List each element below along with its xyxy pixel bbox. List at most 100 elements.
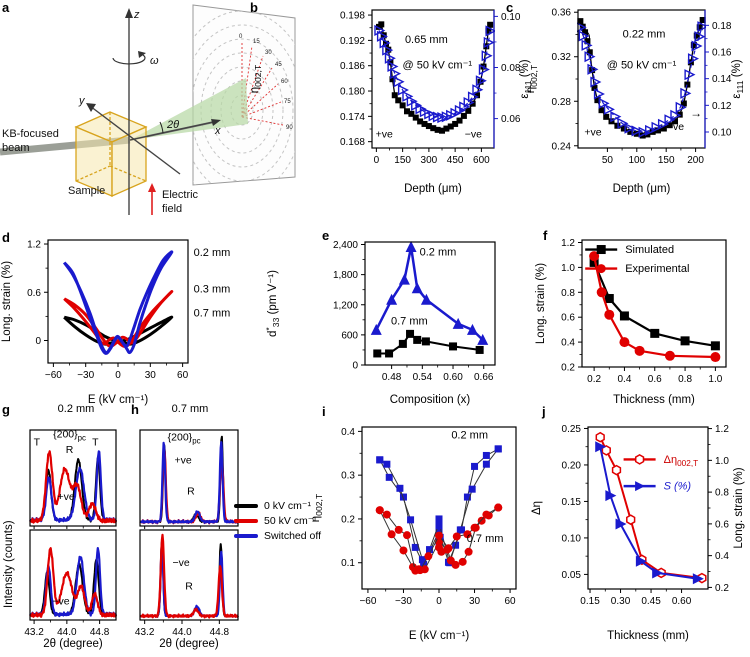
svg-text:Long. strain (%): Long. strain (%) <box>1 261 13 342</box>
xrd-50kv <box>139 533 239 619</box>
series-group <box>139 435 239 525</box>
z-axis-label: z <box>133 9 140 21</box>
axis-ticks: 0.15 0.30 0.45 0.60 0.05 0.10 0.15 0.20 0.25 0.2 0… <box>562 424 730 607</box>
kb-beam-label-line1: KB-focused <box>2 128 59 140</box>
svg-text:0.198: 0.198 <box>340 11 365 22</box>
svg-text:0.4: 0.4 <box>715 551 729 562</box>
legend-label: 50 kV cm⁻¹ <box>264 515 317 527</box>
svg-text:50: 50 <box>602 155 614 166</box>
experimental <box>589 251 721 363</box>
svg-text:Thickness (mm): Thickness (mm) <box>607 630 689 642</box>
inset-legend-item: Simulated <box>585 244 674 256</box>
svg-text:1.0: 1.0 <box>715 456 729 467</box>
svg-text:−30: −30 <box>77 370 94 381</box>
svg-text:0.10: 0.10 <box>712 128 732 139</box>
chart-eta-vs-field: −60 −30 0 30 60 0.1 0.2 0.3 0.4 E (kV cm⁻¹) η002,T… <box>310 426 517 642</box>
svg-text:0.16: 0.16 <box>712 48 732 59</box>
legend-item-0kv: 0 kV cm⁻¹ <box>234 500 321 512</box>
svg-text:0.7 mm: 0.7 mm <box>467 533 504 545</box>
svg-text:−ve: −ve <box>173 557 190 569</box>
efield-label-line2: field <box>162 203 182 215</box>
svg-text:@ 50 kV cm⁻¹: @ 50 kV cm⁻¹ <box>607 60 677 72</box>
svg-text:+ve: +ve <box>58 491 75 503</box>
svg-text:0.8: 0.8 <box>678 374 692 385</box>
red-line-swatch <box>234 519 258 523</box>
svg-text:2,400: 2,400 <box>333 240 358 251</box>
panel-letter-d: d <box>2 230 10 245</box>
coordinate-axes <box>89 16 219 215</box>
svg-text:0.192: 0.192 <box>340 36 365 47</box>
xrd-50kv <box>29 547 117 618</box>
svg-text:1.2: 1.2 <box>27 240 41 251</box>
svg-text:60: 60 <box>505 596 517 607</box>
svg-text:150: 150 <box>658 155 675 166</box>
chart-xrd-0.2mm-negative: 43.2 44.0 44.82θ (degree) −ve <box>24 529 117 650</box>
legend-item-switched-off: Switched off <box>234 530 321 542</box>
svg-text:0.60: 0.60 <box>443 372 463 383</box>
axis-ticks: 0 150 300 450 600 0.168 0.174 0.180 0.186 0.192 0.… <box>340 11 521 166</box>
svg-text:0.3: 0.3 <box>341 471 355 482</box>
diffraction-cone <box>130 78 248 140</box>
svg-text:Thickness (mm): Thickness (mm) <box>613 394 695 406</box>
svg-text:1.0: 1.0 <box>708 374 722 385</box>
axis-ticks: −60 −30 0 30 60 0 0.6 1.2 <box>27 240 189 381</box>
angle-label-60: 60 <box>281 79 288 85</box>
svg-text:450: 450 <box>447 155 464 166</box>
delta-eta <box>595 431 707 584</box>
svg-text:Experimental: Experimental <box>625 263 689 275</box>
panel-letter-i: i <box>322 404 326 419</box>
d33-0.2mm <box>370 241 489 345</box>
series-group <box>29 547 117 618</box>
xrd-switched-off <box>29 450 117 523</box>
angle-label-45: 45 <box>275 62 282 68</box>
panel-letter-a: a <box>2 0 10 15</box>
svg-text:S (%): S (%) <box>664 481 692 493</box>
svg-text:0: 0 <box>115 370 121 381</box>
efield-arrowhead <box>148 183 156 192</box>
chart-xrd-0.7mm-negative: 43.2 44.0 44.82θ (degree) −ve R <box>135 529 239 650</box>
svg-text:Composition (x): Composition (x) <box>390 394 471 406</box>
svg-text:0: 0 <box>352 361 358 372</box>
svg-text:0.60: 0.60 <box>672 596 692 607</box>
angle-label-0: 0 <box>239 34 243 40</box>
two-theta-arc <box>159 121 164 134</box>
svg-text:1.2: 1.2 <box>715 424 729 435</box>
svg-text:0.32: 0.32 <box>552 52 572 63</box>
svg-text:30: 30 <box>145 370 157 381</box>
black-line-swatch <box>234 504 258 508</box>
axis-ticks: −60 −30 0 30 60 0.1 0.2 0.3 0.4 <box>341 427 516 607</box>
svg-text:0.2: 0.2 <box>341 514 355 525</box>
svg-text:R: R <box>66 444 74 456</box>
svg-text:0.14: 0.14 <box>712 74 732 85</box>
svg-text:1,200: 1,200 <box>333 300 358 311</box>
svg-text:0.8: 0.8 <box>561 288 575 299</box>
svg-text:0.7 mm: 0.7 mm <box>194 307 231 319</box>
svg-text:0.1: 0.1 <box>341 558 355 569</box>
svg-text:Depth (μm): Depth (μm) <box>404 183 462 195</box>
svg-text:−30: −30 <box>395 596 412 607</box>
svg-text:−ve: −ve <box>52 596 69 608</box>
x-axis-label: x <box>214 125 221 137</box>
inset-legend-item: Experimental <box>585 263 689 275</box>
panel-letter-c: c <box>506 0 514 15</box>
svg-text:600: 600 <box>341 330 358 341</box>
svg-text:0.8: 0.8 <box>715 488 729 499</box>
legend-label: Switched off <box>264 530 322 542</box>
svg-text:0: 0 <box>35 336 41 347</box>
svg-text:0.6: 0.6 <box>561 313 575 324</box>
svg-text:0.15: 0.15 <box>562 497 582 508</box>
y-axis-label: y <box>78 95 86 107</box>
svg-text:0.168: 0.168 <box>340 137 365 148</box>
svg-text:→: → <box>690 106 702 120</box>
svg-text:η002,T: η002,T <box>525 64 539 93</box>
svg-text:−ve: −ve <box>465 129 482 141</box>
svg-text:0.186: 0.186 <box>340 61 365 72</box>
inset-legend-item: Δη002,T <box>623 454 698 468</box>
svg-text:d*33 (pm V⁻¹): d*33 (pm V⁻¹) <box>264 270 281 337</box>
svg-text:0.3 mm: 0.3 mm <box>194 283 231 295</box>
loop-0.3mm <box>63 289 174 348</box>
svg-text:0.12: 0.12 <box>712 101 732 112</box>
xrd-title-0.7mm: 0.7 mm <box>171 403 209 415</box>
svg-text:0.65 mm: 0.65 mm <box>405 34 448 46</box>
svg-text:0.48: 0.48 <box>382 372 402 383</box>
